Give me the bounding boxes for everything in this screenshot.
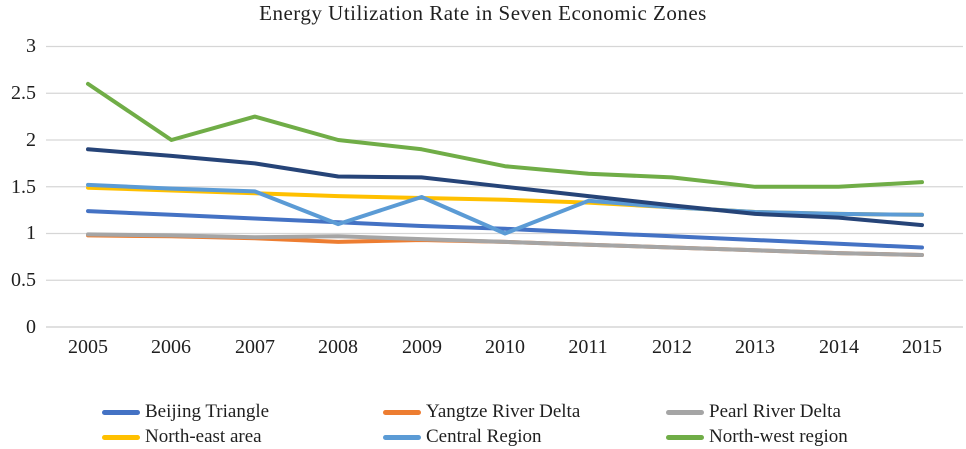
legend-item-central-region: Central Region (383, 426, 542, 448)
x-tick-label: 2005 (68, 336, 108, 358)
legend-label: North-west region (709, 426, 848, 447)
legend-swatch-north-east-area (102, 434, 140, 440)
x-tick-label: 2007 (235, 336, 275, 358)
chart-title: Energy Utilization Rate in Seven Economi… (259, 1, 707, 25)
y-tick-label: 2.5 (11, 82, 36, 104)
x-tick-label: 2009 (402, 336, 442, 358)
y-tick-label: 0.5 (11, 269, 36, 291)
legend-label: Central Region (426, 426, 542, 447)
series-line-central-region (86, 182, 924, 236)
series-line-unlabeled-7 (86, 147, 924, 228)
x-tick-label: 2010 (485, 336, 525, 358)
y-tick-label: 3 (26, 35, 36, 57)
legend-item-beijing-triangle: Beijing Triangle (102, 401, 269, 423)
series-line-pearl-river-delta (86, 232, 924, 257)
legend-item-yangtze-river-delta: Yangtze River Delta (383, 401, 580, 423)
y-tick-label: 0 (26, 316, 36, 338)
series-line-north-west-region (86, 81, 924, 189)
x-tick-label: 2006 (151, 336, 191, 358)
legend-swatch-beijing-triangle (102, 409, 140, 415)
legend-label: Beijing Triangle (145, 401, 270, 422)
legend-item-north-west-region: North-west region (666, 426, 848, 448)
legend-swatch-pearl-river-delta (666, 409, 704, 415)
legend-label: North-east area (145, 426, 262, 447)
x-tick-label: 2008 (318, 336, 358, 358)
y-tick-label: 1.5 (11, 176, 36, 198)
legend-item-pearl-river-delta: Pearl River Delta (666, 401, 841, 423)
y-tick-label: 2 (26, 129, 36, 151)
legend-swatch-north-west-region (666, 434, 704, 440)
x-tick-label: 2014 (819, 336, 859, 358)
x-tick-label: 2011 (568, 336, 608, 358)
x-tick-label: 2015 (902, 336, 942, 358)
y-tick-label: 1 (26, 222, 36, 244)
plot-area (46, 45, 963, 328)
legend-label: Yangtze River Delta (426, 401, 581, 422)
series-line-beijing-triangle (86, 209, 924, 250)
x-tick-label: 2013 (735, 336, 775, 358)
x-tick-label: 2012 (652, 336, 692, 358)
legend-swatch-central-region (383, 434, 421, 440)
legend-swatch-yangtze-river-delta (383, 409, 421, 415)
legend-label: Pearl River Delta (709, 401, 841, 422)
legend-item-north-east-area: North-east area (102, 426, 262, 448)
